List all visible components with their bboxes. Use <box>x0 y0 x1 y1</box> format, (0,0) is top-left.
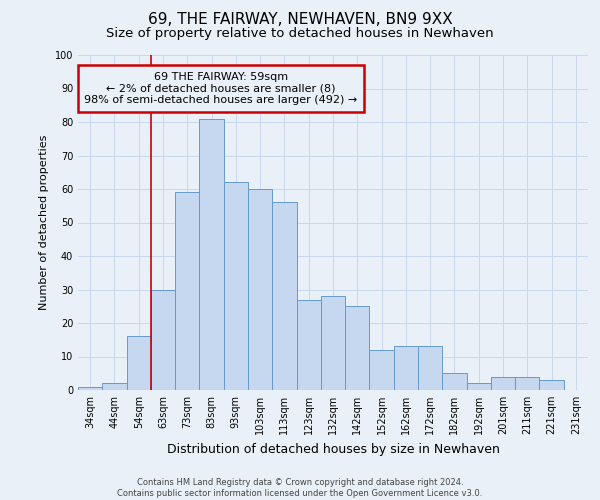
Bar <box>345 306 370 390</box>
Bar <box>467 384 491 390</box>
Text: Contains HM Land Registry data © Crown copyright and database right 2024.
Contai: Contains HM Land Registry data © Crown c… <box>118 478 482 498</box>
Bar <box>442 373 467 390</box>
Bar <box>515 376 539 390</box>
Bar <box>102 384 127 390</box>
Bar <box>127 336 151 390</box>
Text: 69 THE FAIRWAY: 59sqm
← 2% of detached houses are smaller (8)
98% of semi-detach: 69 THE FAIRWAY: 59sqm ← 2% of detached h… <box>84 72 358 105</box>
Text: 69, THE FAIRWAY, NEWHAVEN, BN9 9XX: 69, THE FAIRWAY, NEWHAVEN, BN9 9XX <box>148 12 452 28</box>
Bar <box>248 189 272 390</box>
Bar <box>321 296 345 390</box>
Bar <box>175 192 199 390</box>
Bar <box>272 202 296 390</box>
Bar <box>199 118 224 390</box>
Bar <box>394 346 418 390</box>
Bar <box>296 300 321 390</box>
Bar <box>151 290 175 390</box>
Bar <box>418 346 442 390</box>
Y-axis label: Number of detached properties: Number of detached properties <box>39 135 49 310</box>
Bar <box>539 380 564 390</box>
Bar <box>224 182 248 390</box>
Text: Size of property relative to detached houses in Newhaven: Size of property relative to detached ho… <box>106 28 494 40</box>
Bar <box>491 376 515 390</box>
X-axis label: Distribution of detached houses by size in Newhaven: Distribution of detached houses by size … <box>167 442 499 456</box>
Bar <box>370 350 394 390</box>
Bar <box>78 386 102 390</box>
